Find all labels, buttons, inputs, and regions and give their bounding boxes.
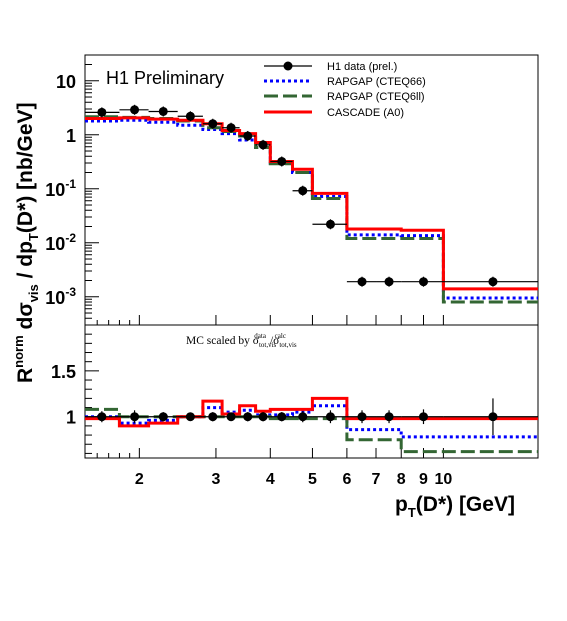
y-tick-label: 1 <box>66 408 76 428</box>
data-point <box>418 277 428 287</box>
y-tick-label: 10-3 <box>45 285 76 308</box>
ratio-annotation: MC scaled by σtot,visdata/σtot,viscalc <box>186 332 297 349</box>
x-tick-label: 3 <box>211 471 220 488</box>
data-point <box>208 119 218 129</box>
x-axis-label: pT(D*) [GeV] <box>395 493 515 520</box>
legend-label-cascade: CASCADE (A0) <box>327 107 404 119</box>
legend-label-rapgap6ll: RAPGAP (CTEQ6ll) <box>327 91 425 103</box>
bottom-y-axis: 1.51 <box>51 333 99 454</box>
series-rapgap-cteq6ll <box>85 407 538 454</box>
x-tick-label: 4 <box>266 471 275 488</box>
data-point <box>185 412 195 422</box>
data-point <box>357 412 367 422</box>
data-point <box>488 412 498 422</box>
top-panel: H1 Preliminary 10 1 10-1 10-2 10-3 H1 data (… <box>45 54 539 326</box>
x-tick-label: 7 <box>372 471 381 488</box>
series-rapgap-cteq66 <box>85 118 538 300</box>
data-point <box>325 412 335 422</box>
data-point <box>130 412 140 422</box>
data-point <box>226 412 236 422</box>
data-point <box>384 277 394 287</box>
data-point <box>488 277 498 287</box>
data-point <box>158 412 168 422</box>
x-tick-label: 8 <box>397 471 406 488</box>
top-x-axis-ticks <box>96 315 444 325</box>
legend-label-rapgap66: RAPGAP (CTEQ66) <box>327 76 426 88</box>
data-point <box>325 219 335 229</box>
panel-annotation: H1 Preliminary <box>106 68 224 88</box>
legend: H1 data (prel.) RAPGAP (CTEQ66) RAPGAP (… <box>264 61 426 119</box>
data-point <box>158 106 168 116</box>
data-point <box>298 186 308 196</box>
series-cascade-a0 <box>85 116 538 291</box>
legend-label-data: H1 data (prel.) <box>327 61 397 73</box>
top-y-axis: 10 1 10-1 10-2 10-3 <box>45 54 99 326</box>
y-axis-label: Rnorm dσvis / dpT(D*) [nb/GeV] <box>11 102 41 383</box>
data-point <box>357 277 367 287</box>
data-point <box>277 412 287 422</box>
data-point <box>243 412 253 422</box>
legend-marker-dot <box>283 61 293 71</box>
x-tick-label: 6 <box>342 471 351 488</box>
data-point <box>418 412 428 422</box>
legend-item-rapgap6ll: RAPGAP (CTEQ6ll) <box>264 91 425 103</box>
y-tick-label: 10 <box>56 72 76 92</box>
y-tick-label: 1 <box>66 126 76 146</box>
legend-item-cascade: CASCADE (A0) <box>264 107 404 119</box>
data-point <box>226 123 236 133</box>
y-tick-label: 10-2 <box>45 231 76 254</box>
data-point <box>130 105 140 115</box>
series-rapgap-cteq6ll <box>85 115 538 304</box>
x-tick-label: 10 <box>434 471 452 488</box>
data-point <box>258 412 268 422</box>
x-tick-label: 9 <box>419 471 428 488</box>
data-point <box>277 156 287 166</box>
bottom-panel-frame <box>84 324 539 459</box>
y-tick-label: 1.5 <box>51 362 76 382</box>
data-point <box>384 412 394 422</box>
data-point <box>97 107 107 117</box>
y-tick-label: 10-1 <box>45 177 76 200</box>
series-cascade-a0 <box>85 396 538 428</box>
bottom-series-group <box>85 396 538 454</box>
data-point <box>97 412 107 422</box>
data-point <box>185 111 195 121</box>
data-point <box>243 131 253 141</box>
data-point <box>258 140 268 150</box>
bottom-x-axis: 2 3 4 5 6 7 8 9 10 <box>96 448 452 488</box>
x-tick-label: 2 <box>135 471 144 488</box>
legend-item-data: H1 data (prel.) <box>264 61 397 73</box>
bottom-panel: MC scaled by σtot,visdata/σtot,viscalc 1… <box>51 324 539 488</box>
legend-item-rapgap66: RAPGAP (CTEQ66) <box>264 76 426 88</box>
data-point <box>208 412 218 422</box>
top-series-group <box>85 104 538 304</box>
x-tick-label: 5 <box>308 471 317 488</box>
data-point <box>298 412 308 422</box>
